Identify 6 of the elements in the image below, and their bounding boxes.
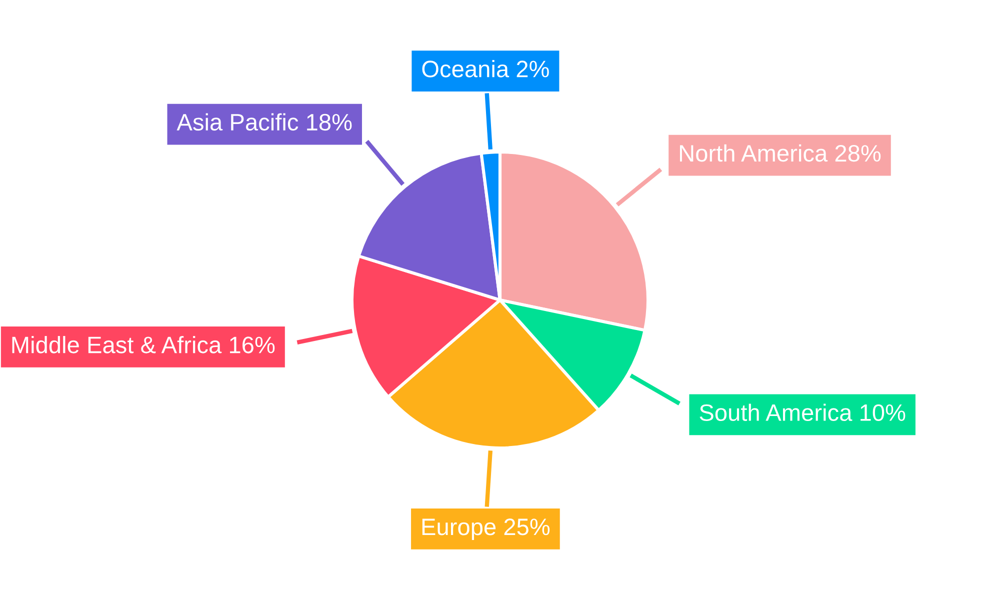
- slice-label: Asia Pacific 18%: [176, 113, 352, 131]
- slice-label: Oceania 2%: [422, 60, 549, 78]
- slice-label: Middle East & Africa 16%: [12, 336, 275, 354]
- slice-label: South America 10%: [700, 404, 906, 422]
- slice-label: North America 28%: [680, 144, 881, 162]
- slice-label: Europe 25%: [422, 518, 550, 540]
